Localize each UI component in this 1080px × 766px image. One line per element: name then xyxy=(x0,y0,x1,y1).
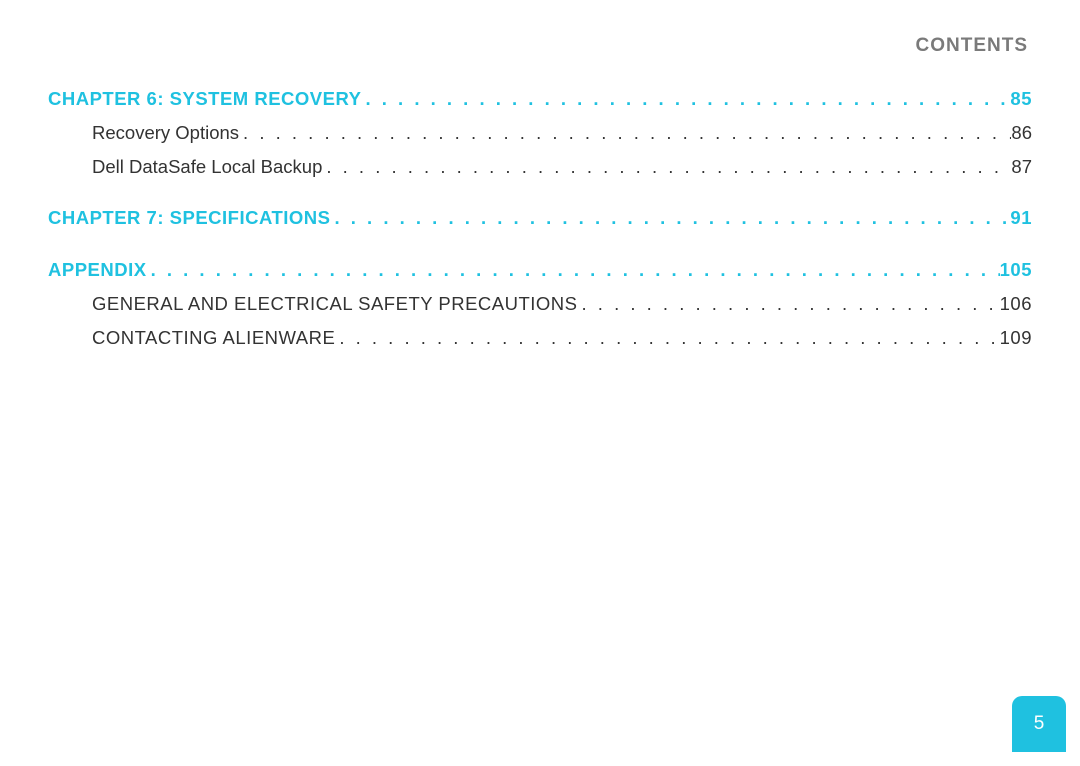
toc-dots: . . . . . . . . . . . . . . . . . . . . … xyxy=(322,153,1011,181)
header-title: CONTENTS xyxy=(916,35,1029,56)
toc-dots: . . . . . . . . . . . . . . . . . . . . … xyxy=(335,324,999,352)
toc-sub-entry[interactable]: CONTACTING ALIENWARE . . . . . . . . . .… xyxy=(48,324,1032,352)
toc-dots: . . . . . . . . . . . . . . . . . . . . … xyxy=(330,204,1010,232)
toc-sub-page: 109 xyxy=(1000,324,1032,352)
toc-sub-title: CONTACTING ALIENWARE xyxy=(92,324,335,352)
section-gap xyxy=(48,186,1032,204)
toc-sub-page: 87 xyxy=(1011,153,1032,181)
toc-sub-entry[interactable]: GENERAL AND ELECTRICAL SAFETY PRECAUTION… xyxy=(48,290,1032,318)
toc-chapter-title: CHAPTER 6: SYSTEM RECOVERY xyxy=(48,85,362,113)
toc-sub-page: 106 xyxy=(1000,290,1032,318)
toc-sub-title: Dell DataSafe Local Backup xyxy=(92,153,322,181)
toc-dots: . . . . . . . . . . . . . . . . . . . . … xyxy=(362,85,1011,113)
page-number: 5 xyxy=(1034,713,1045,735)
toc-sub-entry[interactable]: Dell DataSafe Local Backup . . . . . . .… xyxy=(48,153,1032,181)
toc-dots: . . . . . . . . . . . . . . . . . . . . … xyxy=(578,290,1000,318)
toc-dots: . . . . . . . . . . . . . . . . . . . . … xyxy=(147,256,1000,284)
toc-chapter-page: 85 xyxy=(1010,85,1032,113)
toc-sub-entry[interactable]: Recovery Options . . . . . . . . . . . .… xyxy=(48,119,1032,147)
toc-chapter-page: 105 xyxy=(1000,256,1032,284)
toc-container: CHAPTER 6: SYSTEM RECOVERY . . . . . . .… xyxy=(48,85,1032,351)
page-number-tab: 5 xyxy=(1012,696,1066,752)
toc-sub-page: 86 xyxy=(1011,119,1032,147)
toc-dots: . . . . . . . . . . . . . . . . . . . . … xyxy=(239,119,1011,147)
toc-chapter-title: APPENDIX xyxy=(48,256,147,284)
toc-sub-title: Recovery Options xyxy=(92,119,239,147)
toc-chapter-entry[interactable]: CHAPTER 6: SYSTEM RECOVERY . . . . . . .… xyxy=(48,85,1032,113)
toc-sub-title: GENERAL AND ELECTRICAL SAFETY PRECAUTION… xyxy=(92,290,578,318)
section-gap xyxy=(48,238,1032,256)
toc-chapter-entry[interactable]: APPENDIX . . . . . . . . . . . . . . . .… xyxy=(48,256,1032,284)
toc-chapter-page: 91 xyxy=(1010,204,1032,232)
page-header: CONTENTS xyxy=(48,35,1032,57)
toc-chapter-title: CHAPTER 7: SPECIFICATIONS xyxy=(48,204,330,232)
toc-chapter-entry[interactable]: CHAPTER 7: SPECIFICATIONS . . . . . . . … xyxy=(48,204,1032,232)
